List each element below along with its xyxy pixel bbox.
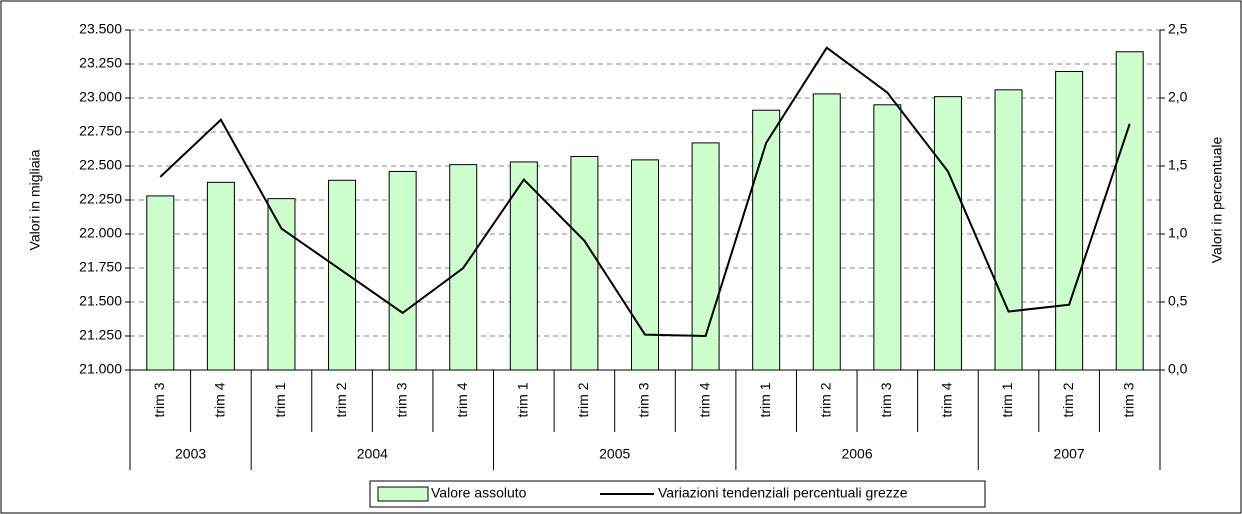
y-axis-label: Valori in migliaia [27,149,43,250]
group-label: 2006 [841,446,872,462]
bar [328,179,357,371]
bar [146,195,175,371]
y-tick-label: 22.250 [79,191,122,207]
x-tick-label: trim 1 [999,382,1015,417]
y-tick-label: 21.750 [79,259,122,275]
group-label: 2004 [357,446,388,462]
y-tick-label: 23.500 [79,21,122,37]
y-tick-label: 22.500 [79,157,122,173]
bar [206,181,235,371]
x-tick-label: trim 2 [333,382,349,417]
group-label: 2005 [599,446,630,462]
bar [388,170,417,371]
y2-tick-label: 2,0 [1168,89,1188,105]
x-tick-label: trim 4 [939,382,955,417]
bar [509,161,538,371]
y-tick-label: 23.250 [79,55,122,71]
legend-label: Variazioni tendenziali percentuali grezz… [658,485,908,501]
x-tick-label: trim 2 [1060,382,1076,417]
bar [1055,70,1084,371]
x-tick-label: trim 2 [575,382,591,417]
y-tick-label: 21.500 [79,293,122,309]
bar [812,93,841,371]
x-tick-label: trim 3 [151,382,167,417]
x-tick-label: trim 4 [212,382,228,417]
y2-tick-label: 1,5 [1168,157,1188,173]
bar [994,89,1023,371]
group-label: 2003 [175,446,206,462]
group-label: 2007 [1054,446,1085,462]
x-tick-label: trim 3 [878,382,894,417]
x-tick-label: trim 3 [393,382,409,417]
y-tick-label: 21.000 [79,361,122,377]
bar [933,96,962,371]
bar [267,198,296,371]
y2-tick-label: 2,5 [1168,21,1188,37]
y-tick-label: 23.000 [79,89,122,105]
x-tick-label: trim 2 [817,382,833,417]
bar [631,159,659,371]
bar [570,155,599,371]
line [159,46,1131,338]
y2-axis-label: Valori in percentuale [1209,136,1225,263]
x-tick-label: trim 1 [272,382,288,417]
y2-tick-label: 0,0 [1168,361,1188,377]
x-tick-label: trim 3 [636,382,652,417]
bar [691,142,720,371]
bar [1115,51,1144,371]
y-tick-label: 22.750 [79,123,122,139]
y2-tick-label: 1,0 [1168,225,1188,241]
x-tick-label: trim 1 [515,382,531,417]
x-tick-label: trim 4 [454,382,470,417]
bar [873,104,902,371]
y-tick-label: 21.250 [79,327,122,343]
y2-tick-label: 0,5 [1168,293,1188,309]
legend-swatch [377,486,429,502]
legend-label: Valore assoluto [431,485,527,501]
x-tick-label: trim 4 [696,382,712,417]
x-tick-label: trim 1 [757,382,773,417]
bar [752,109,781,371]
legend-box [369,480,986,508]
x-tick-label: trim 3 [1120,382,1136,417]
y-tick-label: 22.000 [79,225,122,241]
